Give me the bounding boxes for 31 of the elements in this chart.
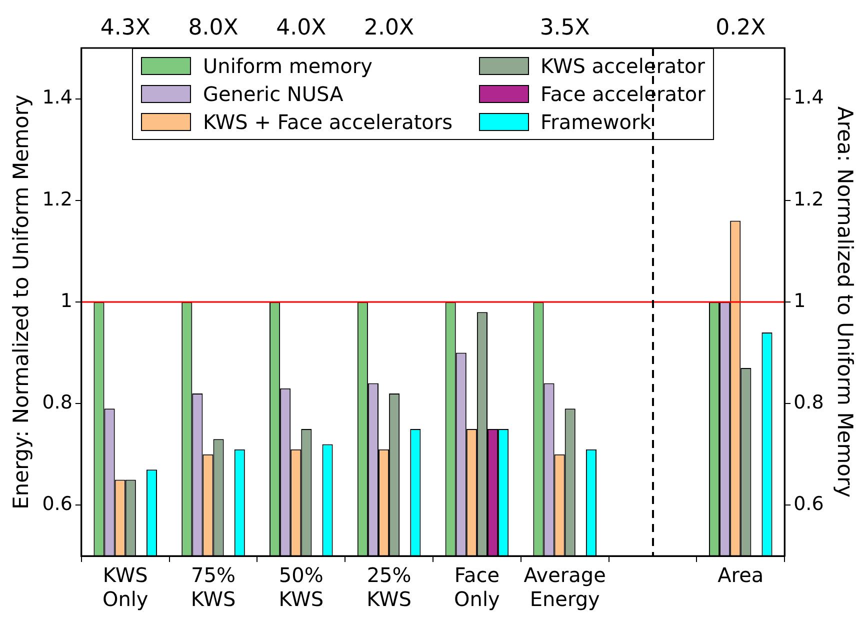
y2-tick-label: 0.6 [794,493,824,516]
y-tick-label: 1.4 [42,86,72,109]
legend-label: Uniform memory [203,54,372,78]
y-tick-label: 1.2 [42,188,72,210]
x-tick-label: Face Only [454,563,500,612]
text: 4.3X [100,16,150,41]
legend-label: KWS + Face accelerators [203,110,453,134]
legend-label: Framework [540,110,652,134]
text: 8.0X [188,16,238,41]
text: 0.2X [716,16,766,41]
y2-tick-label: 1.4 [794,86,824,109]
text: 2.0X [364,16,414,41]
y-tick-label: 0.8 [42,392,72,414]
x-tick-label: KWS Only [102,563,148,612]
y2-axis-title: Area: Normalized to Uniform Memory [832,106,857,498]
text: 3.5X [540,16,590,41]
x-tick-label: 50% KWS [278,563,324,612]
y-tick-label: 0.6 [42,493,72,516]
y2-tick-label: 0.8 [794,392,824,414]
x-tick-label: Average Energy [524,563,606,612]
x-tick-label: Area [718,563,764,588]
y2-tick-label: 1.2 [794,188,824,210]
y-axis-title: Energy: Normalized to Uniform Memory [9,94,34,510]
y-tick-label: 1 [60,290,72,312]
legend-label: Face accelerator [540,82,706,106]
x-tick-label: 25% KWS [366,563,412,612]
legend-label: Generic NUSA [203,82,344,106]
text: 4.0X [276,16,326,41]
x-tick-label: 75% KWS [190,563,236,612]
y2-tick-label: 1 [794,290,806,312]
legend-label: KWS accelerator [540,54,705,78]
